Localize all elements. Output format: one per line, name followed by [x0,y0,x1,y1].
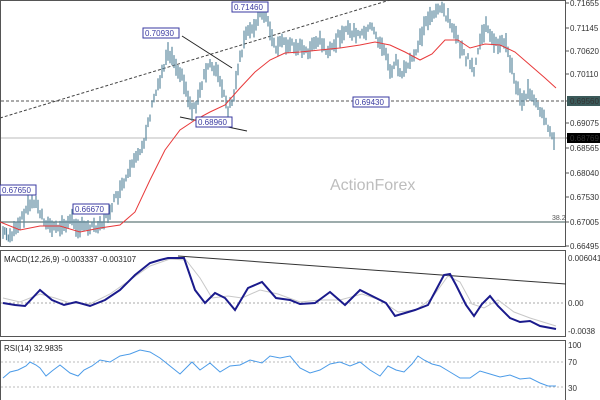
price-tick: 0.69075 [570,119,599,128]
price-bars [2,1,555,243]
price-annotation-label: 0.71460 [234,3,263,12]
price-annotation-box [352,96,390,108]
price-annotations: 0.67650 0.66670 0.70930 0.68960 0.71460 0.694… [0,1,390,215]
price-annotation-label: 0.66670 [75,205,104,214]
rsi-line [2,349,556,387]
price-tick: 0.70110 [570,70,599,79]
price-annotation-label: 0.67650 [2,186,31,195]
price-tick: 0.68565 [570,144,599,153]
macd-tick: 0.006041 [568,254,600,263]
macd-axis: 0.006041 0.00 -0.0038 [568,254,600,336]
rsi-pane [0,340,566,400]
price-annotation-box [142,27,180,39]
price-axis: 0.71655 0.71145 0.70620 0.70110 0.69560 0.690… [566,0,600,251]
rsi-title: RSI(14) 32.9835 [4,344,63,353]
price-annotation-box [195,116,233,128]
price-tick: 0.68769 [570,134,599,143]
rsi-tick: 70 [568,358,577,367]
wedge-upper [181,35,233,69]
price-tick: 0.69560 [570,97,599,106]
macd-trendline [177,255,567,285]
fib-label: 38.2 [552,215,566,222]
rsi-axis: 100 70 30 [568,341,582,393]
price-tick: 0.67530 [570,193,599,202]
price-tick: 0.67005 [570,218,599,227]
price-annotation-box [0,184,37,196]
price-tick: 0.68040 [570,169,599,178]
price-annotation-box [231,1,269,13]
macd-tick: 0.00 [568,299,584,308]
price-tick: 0.66495 [570,242,599,251]
macd-title: MACD(12,26,9) -0.003337 -0.003107 [4,255,137,264]
moving-average-line [0,39,557,233]
price-annotation-label: 0.68960 [198,118,227,127]
price-tick: 0.71145 [570,24,599,33]
price-annotation-label: 0.69430 [355,98,384,107]
macd-line [2,257,557,330]
price-tick: 0.70620 [570,47,599,56]
watermark: ActionForex [330,177,415,194]
rsi-tick: 100 [568,341,582,350]
macd-pane [0,250,566,337]
rising-trendline [0,0,391,119]
price-annotation-box [72,203,110,215]
macd-tick: -0.0038 [568,327,596,336]
price-tick: 0.71655 [570,0,599,8]
price-annotation-label: 0.70930 [145,29,174,38]
rsi-tick: 30 [568,384,577,393]
macd-signal-line [2,258,557,327]
